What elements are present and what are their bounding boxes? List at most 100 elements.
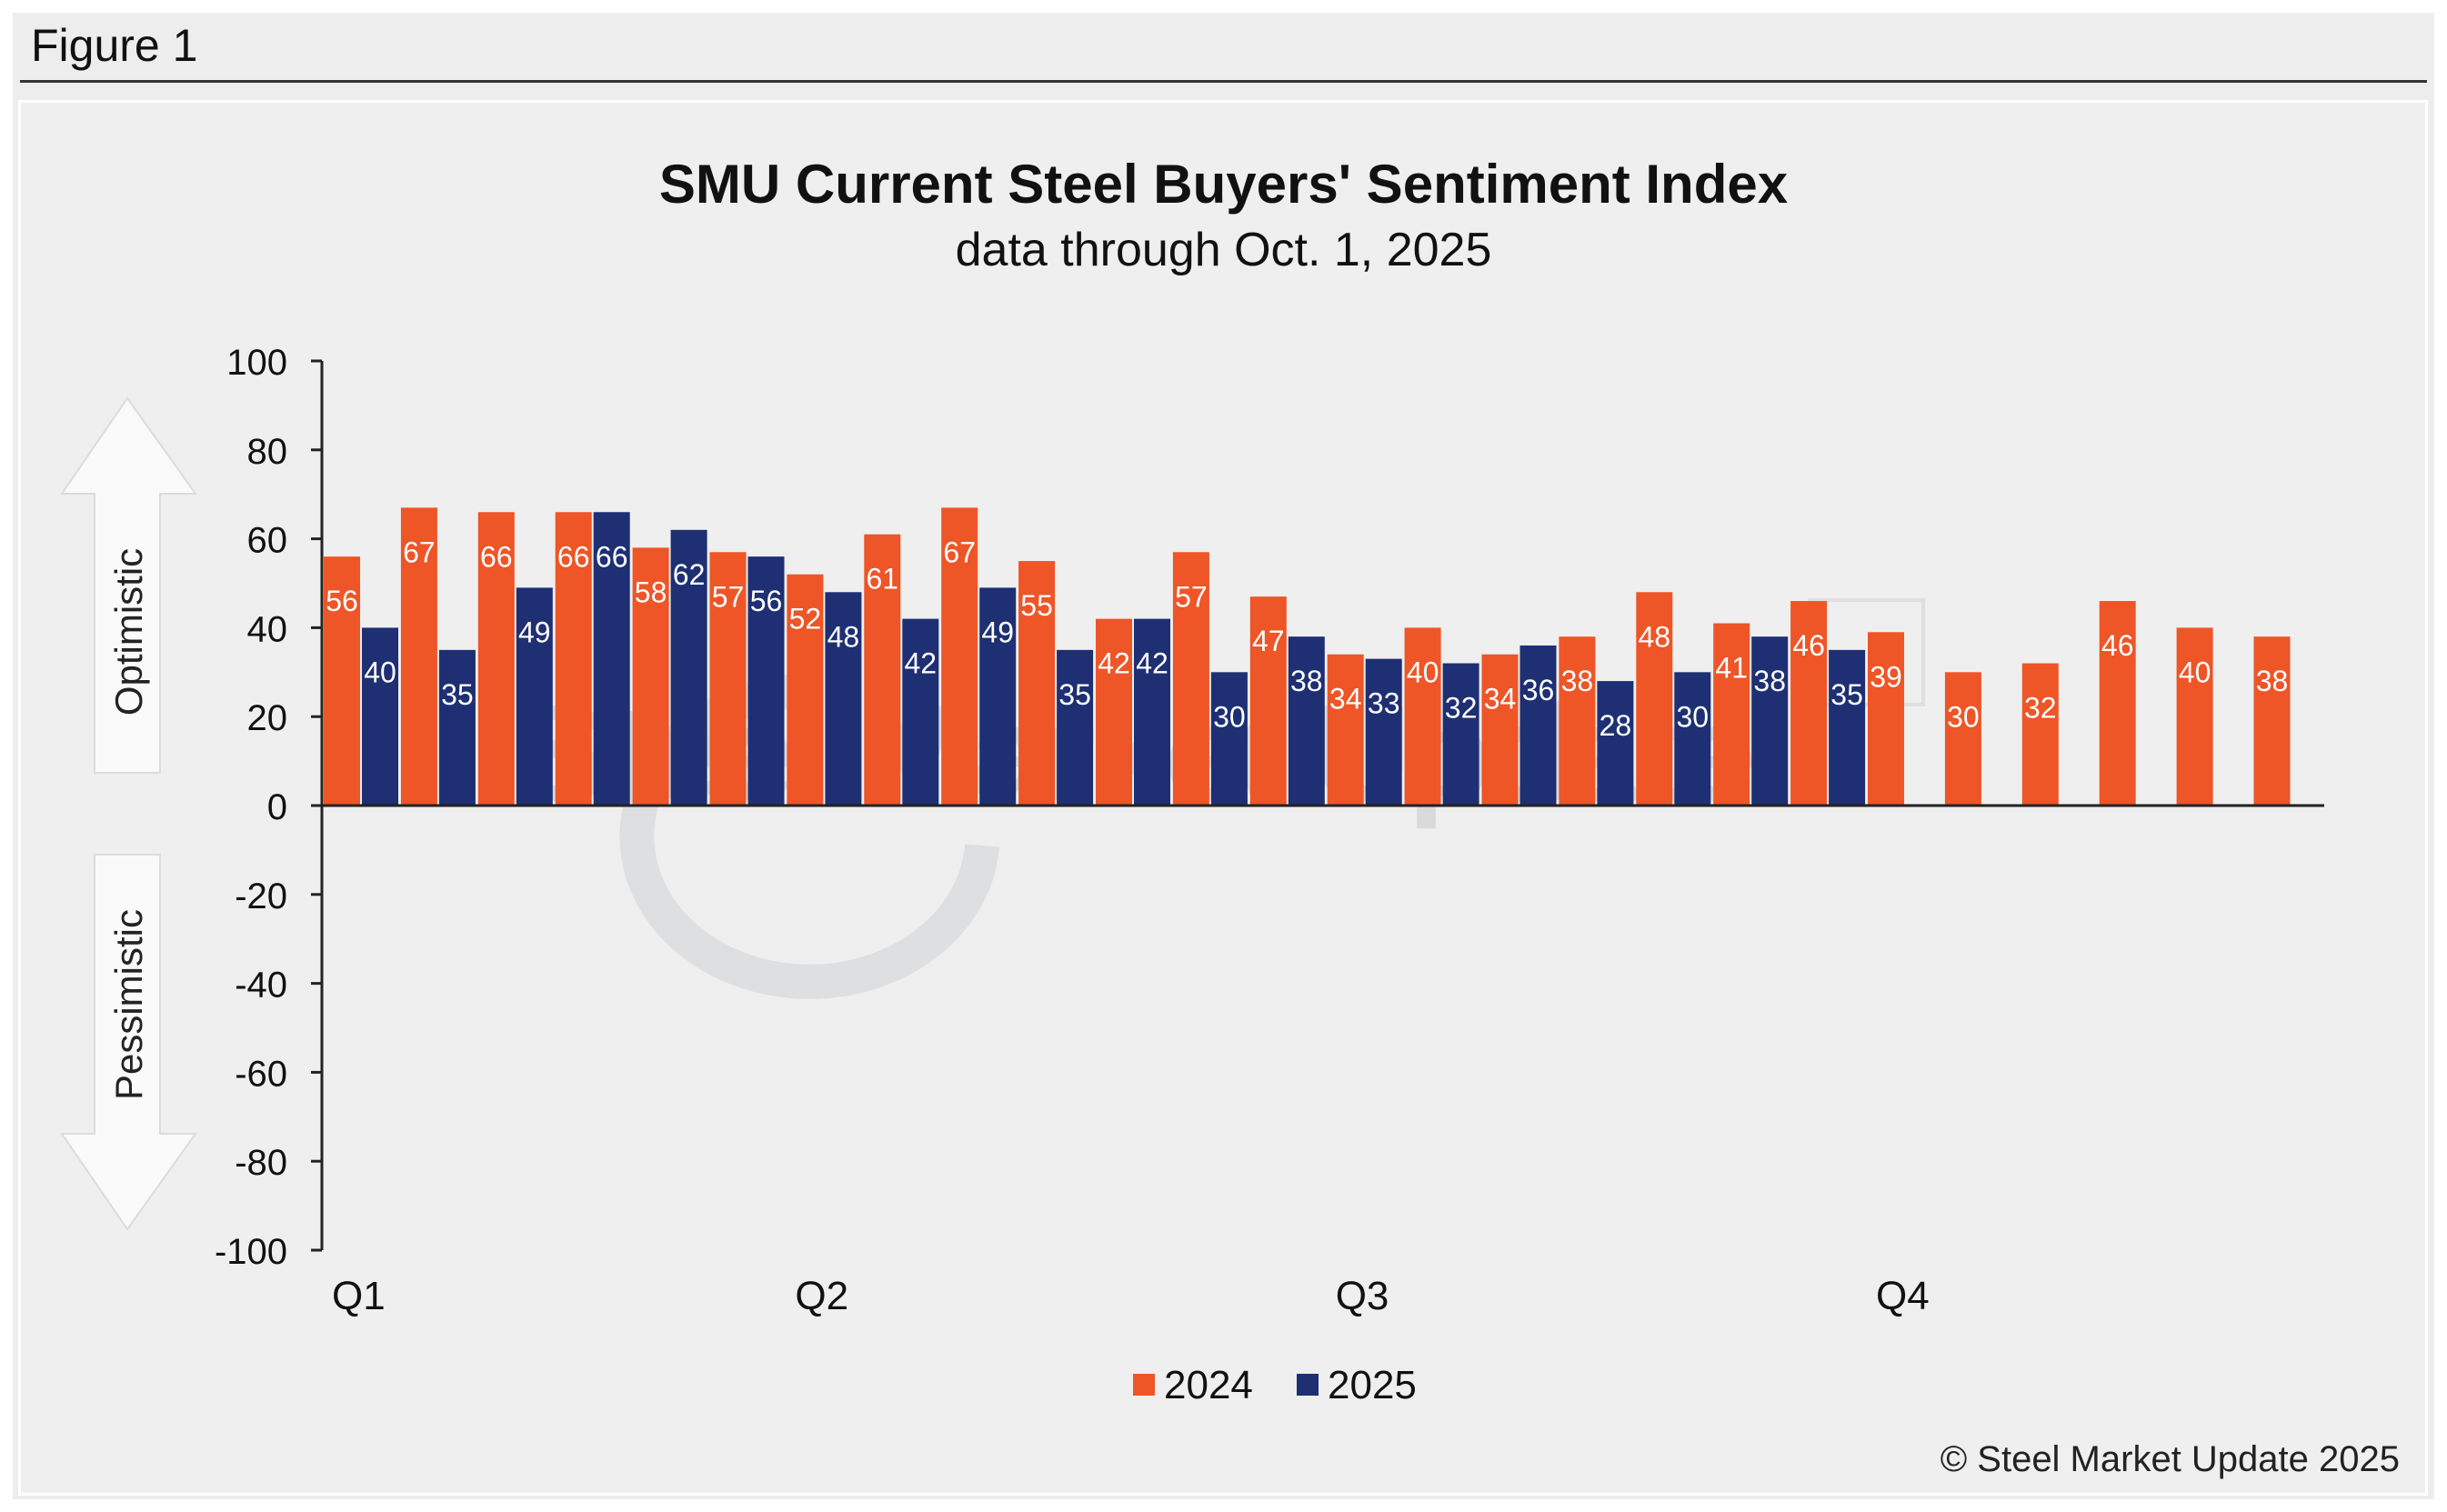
- bar-2024: [477, 512, 515, 806]
- y-axis: 100 80 60 40 20 0 -20 -40 -60 -80 -100: [215, 343, 324, 1272]
- y-tick-label: -20: [235, 876, 287, 916]
- bar-2025: [362, 627, 398, 806]
- bars-group: [322, 507, 2324, 807]
- y-tick-label: 60: [247, 521, 288, 561]
- data-label-2025: 32: [1445, 692, 1478, 725]
- y-tick-label: -100: [215, 1232, 287, 1272]
- bar-2025: [1442, 663, 1479, 806]
- data-label-2024: 30: [1947, 700, 1980, 733]
- data-label-2024: 34: [1484, 683, 1517, 716]
- data-label-2024: 56: [326, 585, 358, 617]
- bar-2024: [1018, 561, 1056, 806]
- bar-2024: [1944, 672, 1981, 806]
- bar-2025: [1674, 672, 1711, 806]
- x-label: Q3: [1336, 1274, 1389, 1318]
- bar-2024: [787, 574, 824, 806]
- data-label-2025: 48: [827, 620, 860, 653]
- data-label-2024: 38: [2256, 665, 2289, 697]
- data-label-2024: 55: [1020, 589, 1053, 622]
- bar-2024: [1868, 632, 1904, 806]
- data-label-2024: 32: [2024, 692, 2057, 725]
- legend-swatch: [1297, 1374, 1319, 1396]
- bar-2025: [438, 649, 476, 806]
- legend-swatch: [1133, 1374, 1155, 1396]
- bar-2024: [2021, 663, 2059, 806]
- data-label-2024: 40: [2179, 656, 2211, 688]
- bar-2025: [1829, 649, 1866, 806]
- optimistic-arrow: Optimistic: [60, 396, 197, 774]
- data-label-2025: 35: [1058, 678, 1091, 711]
- bar-2024: [1636, 592, 1673, 806]
- data-label-2024: 46: [2101, 629, 2134, 662]
- bar-2025: [902, 618, 939, 806]
- bar-2025: [593, 512, 630, 806]
- bar-2025: [670, 529, 707, 806]
- bar-2024: [2099, 601, 2136, 806]
- bar-2025: [516, 587, 553, 806]
- data-label-2024: 42: [1098, 647, 1130, 680]
- bar-2025: [979, 587, 1017, 806]
- figure-label: Figure 1: [31, 20, 198, 71]
- chart-title: SMU Current Steel Buyers' Sentiment Inde…: [658, 154, 1789, 215]
- bar-2024: [709, 552, 747, 806]
- data-label-2025: 49: [981, 616, 1014, 648]
- data-label-2024: 39: [1870, 660, 1902, 693]
- data-label-2025: 28: [1600, 709, 1632, 742]
- bar-2024: [1172, 552, 1209, 806]
- y-tick-label: 40: [247, 609, 288, 649]
- data-label-2025: 49: [518, 616, 551, 648]
- y-tick-label: 20: [247, 698, 288, 738]
- bar-2024: [1327, 654, 1364, 806]
- bar-2025: [1519, 645, 1557, 806]
- bar-2024: [1790, 601, 1828, 806]
- y-tick-label: 100: [226, 343, 287, 383]
- bar-2024: [941, 507, 978, 806]
- up-arrow-icon: [60, 396, 197, 774]
- legend: 2024 2025: [1133, 1363, 1417, 1407]
- down-arrow-icon: [60, 854, 197, 1231]
- bar-2024: [1096, 618, 1132, 806]
- chart-subtitle: data through Oct. 1, 2025: [955, 224, 1492, 276]
- bar-2025: [1057, 649, 1094, 806]
- data-label-2025: 40: [364, 656, 396, 688]
- data-label-2024: 66: [557, 540, 590, 573]
- bar-2025: [1134, 618, 1170, 806]
- legend-label: 2024: [1164, 1363, 1253, 1407]
- data-label-2025: 56: [750, 585, 783, 617]
- copyright-text: © Steel Market Update 2025: [1940, 1439, 2400, 1479]
- x-label: Q2: [795, 1274, 848, 1318]
- bar-2024: [324, 556, 360, 806]
- bar-2024: [1713, 623, 1750, 806]
- pessimistic-arrow: Pessimistic: [60, 854, 197, 1231]
- y-tick-label: -40: [235, 966, 287, 1006]
- data-label-2024: 34: [1329, 683, 1362, 716]
- data-label-2025: 33: [1368, 687, 1400, 720]
- figure-divider: [20, 80, 2427, 83]
- bar-2024: [555, 512, 592, 806]
- data-label-2024: 66: [480, 540, 513, 573]
- legend-label: 2025: [1328, 1363, 1417, 1407]
- bar-2025: [1597, 681, 1634, 806]
- x-label: Q4: [1876, 1274, 1930, 1318]
- data-label-2025: 38: [1290, 665, 1323, 697]
- bar-2024: [2253, 636, 2291, 806]
- data-label-2024: 47: [1252, 625, 1285, 657]
- x-label: Q1: [332, 1274, 386, 1318]
- bar-2025: [1751, 636, 1789, 806]
- bar-2024: [2176, 627, 2213, 806]
- data-label-2025: 66: [596, 540, 628, 573]
- data-label-2024: 67: [943, 536, 976, 568]
- data-label-2024: 46: [1792, 629, 1825, 662]
- data-label-2025: 35: [1830, 678, 1863, 711]
- y-tick-label: 80: [247, 432, 288, 472]
- data-label-2024: 38: [1561, 665, 1594, 697]
- y-tick-label: -60: [235, 1054, 287, 1094]
- bar-2024: [632, 547, 669, 806]
- data-label-2025: 42: [1136, 647, 1168, 680]
- data-label-2024: 58: [635, 576, 667, 608]
- bar-2024: [1559, 636, 1596, 806]
- bar-2025: [1365, 658, 1402, 806]
- data-label-2025: 35: [441, 678, 474, 711]
